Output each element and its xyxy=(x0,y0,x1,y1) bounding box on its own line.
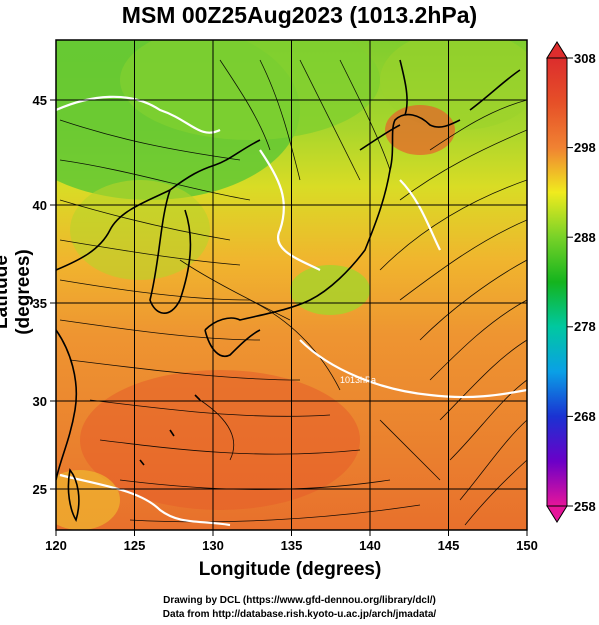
data-credit: Data from http://database.rish.kyoto-u.a… xyxy=(162,609,437,620)
x-tick-label: 145 xyxy=(438,538,460,553)
isotherm-contours xyxy=(56,95,527,527)
y-tick-label: 45 xyxy=(33,93,47,108)
x-tick-label: 150 xyxy=(516,538,538,553)
x-tick-label: 120 xyxy=(45,538,67,553)
y-tick-label: 30 xyxy=(33,394,47,409)
wind-streamlines xyxy=(59,59,527,526)
colorbar-label: 258 xyxy=(574,499,596,514)
colorbar-label: 268 xyxy=(574,409,596,424)
temperature-field xyxy=(56,40,527,530)
axis-ticks xyxy=(50,99,528,536)
y-axis-label: Latitude (degrees) xyxy=(0,249,34,335)
isotherm-label: 1013hPa xyxy=(340,375,376,385)
x-tick-label: 140 xyxy=(359,538,381,553)
y-tick-label: 25 xyxy=(33,482,47,497)
colorbar-label: 298 xyxy=(574,140,596,155)
graticule xyxy=(56,40,527,530)
coastlines xyxy=(56,59,521,522)
colorbar: 308 298 288 278 268 258 xyxy=(546,41,596,523)
colorbar-label: 278 xyxy=(574,319,596,334)
x-axis-label: Longitude (degrees) xyxy=(198,559,382,580)
colorbar-label: 288 xyxy=(574,230,596,245)
colorbar-min-arrow xyxy=(546,505,568,523)
x-tick-label: 125 xyxy=(124,538,146,553)
drawing-credit: Drawing by DCL (https://www.gfd-dennou.o… xyxy=(163,595,436,606)
colorbar-label: 308 xyxy=(574,51,596,66)
colorbar-max-arrow xyxy=(546,41,568,59)
map-title: MSM 00Z25Aug2023 (1013.2hPa) xyxy=(121,2,478,28)
x-tick-label: 135 xyxy=(281,538,303,553)
y-tick-label: 40 xyxy=(33,198,47,213)
y-tick-label: 35 xyxy=(33,296,47,311)
x-tick-label: 130 xyxy=(202,538,224,553)
